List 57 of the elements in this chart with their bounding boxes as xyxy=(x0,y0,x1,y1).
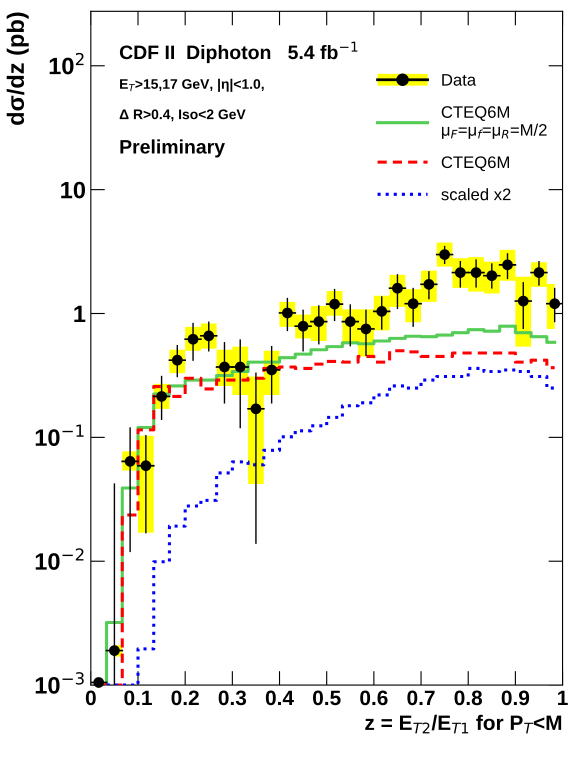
point xyxy=(344,316,356,327)
point xyxy=(250,403,262,414)
annotation: Δ R>0.4, Iso<2 GeV xyxy=(120,109,246,122)
point xyxy=(298,320,308,332)
point xyxy=(313,316,324,327)
y-axis-title: dσ/dz (pb) xyxy=(6,12,29,125)
point xyxy=(408,298,419,310)
x-tick-label: 0.7 xyxy=(407,690,435,706)
y-tick-label: 10$^{2}$ xyxy=(50,52,84,74)
point xyxy=(172,354,183,366)
y-tick-label: 1 xyxy=(74,306,86,322)
point xyxy=(266,364,277,376)
point xyxy=(156,391,167,402)
x-tick-label: 0.3 xyxy=(218,690,246,706)
point xyxy=(534,267,544,278)
point xyxy=(502,260,513,270)
annotation: Preliminary xyxy=(120,139,225,158)
legend-label: scaled x2 xyxy=(441,188,510,200)
point xyxy=(392,282,403,294)
legend-label: Data xyxy=(442,74,476,86)
point xyxy=(93,677,104,688)
legend-label: CTEQ6M xyxy=(442,156,509,172)
x-tick-label: 1 xyxy=(558,690,568,706)
y-tick-label: 10$^{−3}$ xyxy=(36,672,84,694)
point xyxy=(188,334,198,345)
x-tick-label: 0.2 xyxy=(172,690,199,706)
point xyxy=(360,324,372,334)
point xyxy=(109,645,120,656)
x-axis-title: z = E$_{T2}$/E$_{T1}$ for P$_{T}$<M xyxy=(365,714,562,734)
point xyxy=(140,460,152,472)
x-tick-label: 0.8 xyxy=(454,690,482,706)
point xyxy=(376,306,388,317)
point xyxy=(282,308,293,318)
point xyxy=(424,278,434,290)
point xyxy=(518,296,529,306)
y-tick-label: 10$^{−2}$ xyxy=(36,548,84,570)
legend-label: CTEQ6M μ$_{F}$=μ$_{f}$=μ$_{R}$=M/2 xyxy=(442,106,547,139)
y-tick-label: 10 xyxy=(61,182,86,198)
annotation: CDF II Diphoton 5.4 fb$^{−1}$ xyxy=(120,42,358,64)
point xyxy=(234,362,246,372)
point xyxy=(203,330,214,342)
x-tick-label: 0.1 xyxy=(124,690,152,706)
point xyxy=(486,270,498,282)
point xyxy=(454,267,466,278)
y-tick-label: 10$^{−1}$ xyxy=(36,424,84,446)
point xyxy=(124,456,136,467)
x-tick-label: 0 xyxy=(86,690,96,706)
point xyxy=(470,267,482,278)
point xyxy=(439,249,450,260)
annotation: E$_{T}$>15,17 GeV, |η|<1.0, xyxy=(120,78,264,92)
point xyxy=(549,298,560,310)
point xyxy=(329,298,340,310)
x-tick-label: 0.6 xyxy=(360,690,388,706)
x-tick-label: 0.4 xyxy=(266,690,294,706)
x-tick-label: 0.9 xyxy=(502,690,530,706)
x-tick-label: 0.5 xyxy=(313,690,341,706)
point xyxy=(219,362,230,372)
